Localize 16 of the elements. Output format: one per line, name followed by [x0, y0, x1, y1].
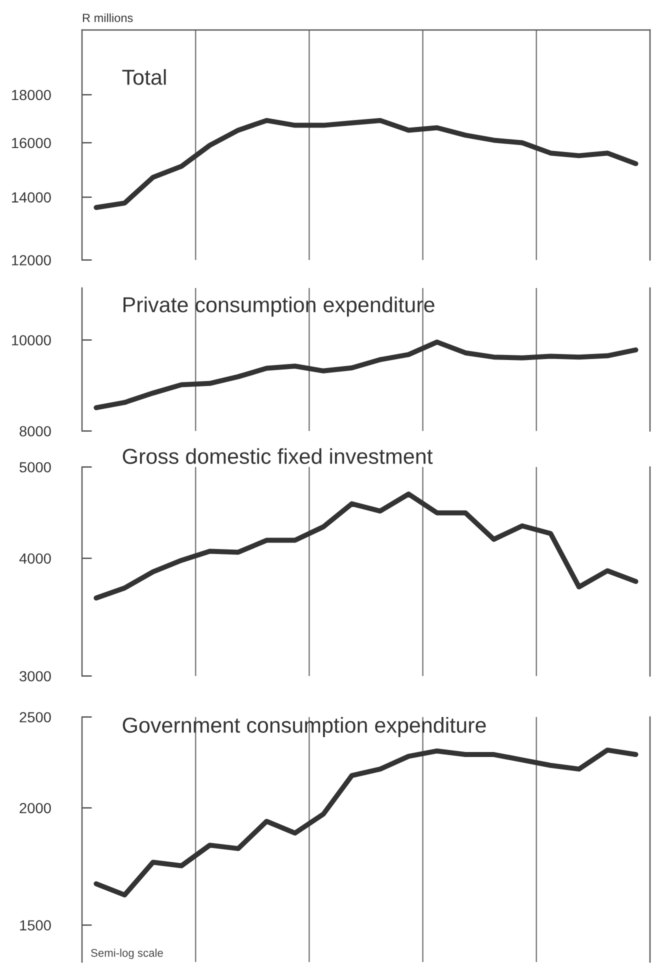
y-tick-label: 3000 [20, 671, 51, 682]
y-tick-label: 16000 [12, 138, 51, 148]
y-tick-label: 12000 [12, 255, 51, 266]
y-tick-label: 5000 [20, 462, 51, 472]
y-tick-label: 10000 [12, 335, 51, 346]
y-tick-label: 14000 [12, 192, 51, 203]
y-tick-label: 2500 [20, 712, 51, 722]
y-tick-label: 8000 [20, 426, 51, 436]
y-axis-title: R millions [82, 13, 133, 22]
y-tick-label: 2000 [20, 802, 51, 814]
text: Total [122, 69, 166, 85]
annotation: Semi-log scale [91, 948, 163, 960]
y-tick-label: 18000 [12, 90, 51, 100]
series-label: Gross domestic fixed investment [122, 448, 433, 464]
y-tick-label: 4000 [19, 553, 51, 564]
y-tick-label: 1500 [20, 920, 51, 930]
